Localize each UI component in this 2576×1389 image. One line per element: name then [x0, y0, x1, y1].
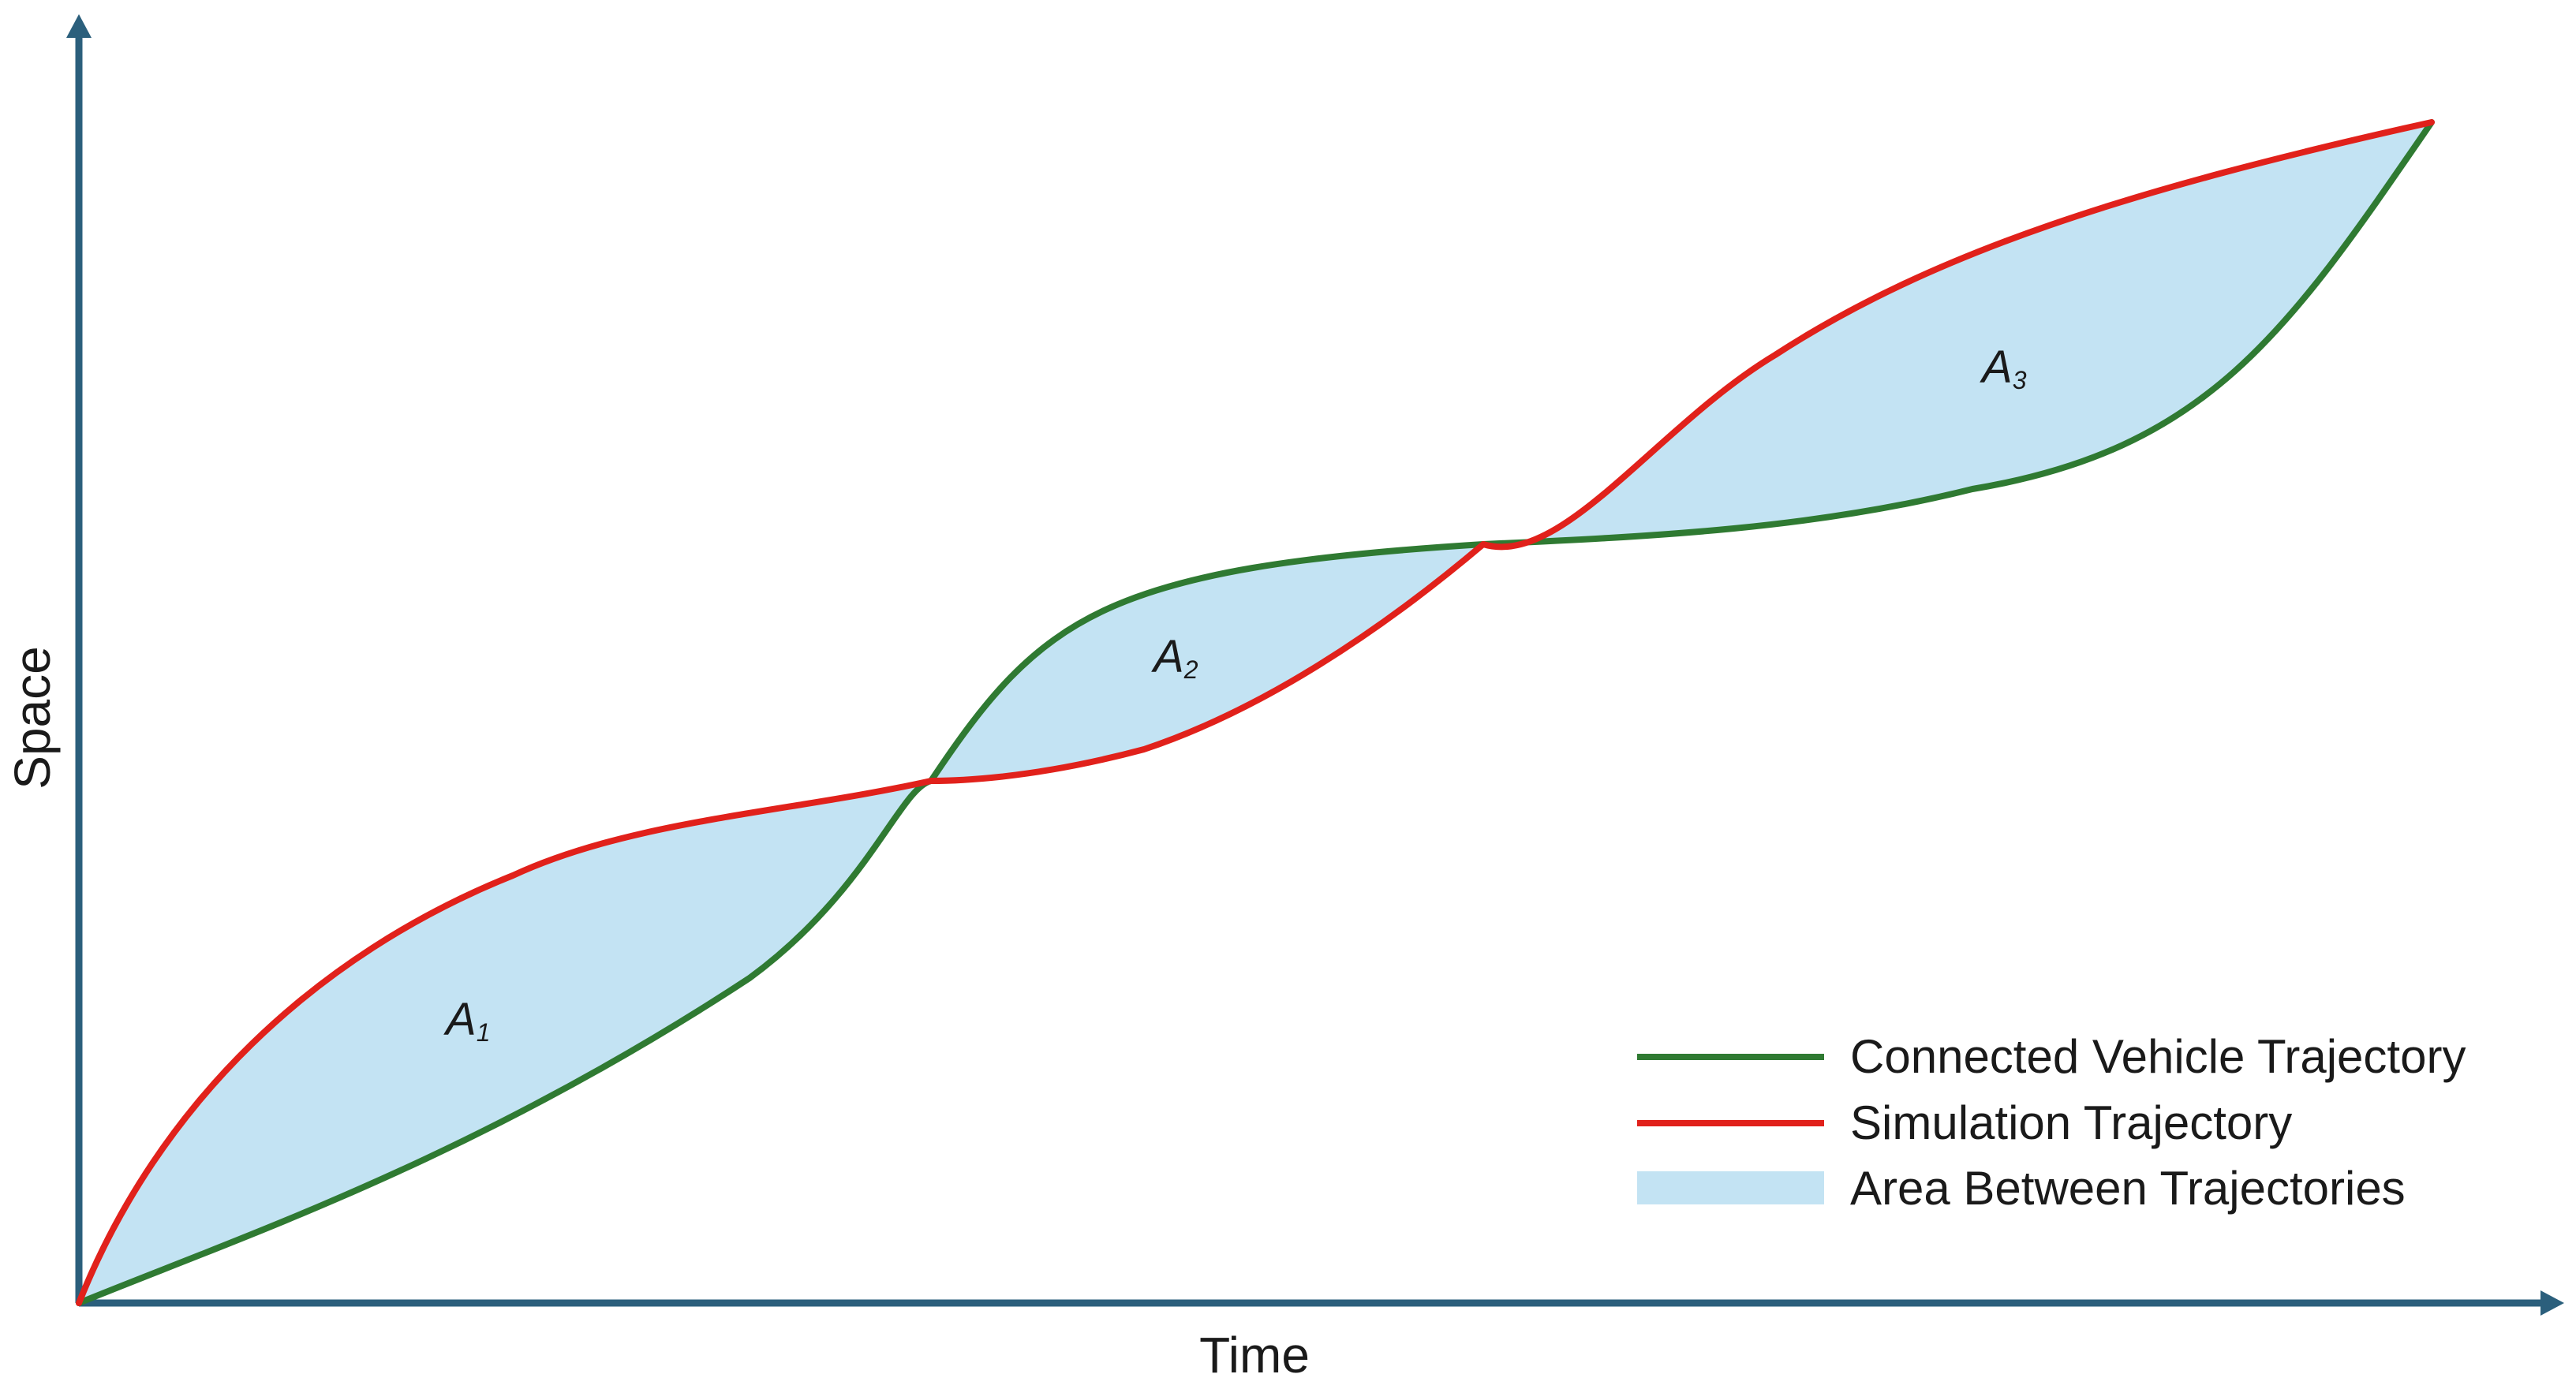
area-label-a1: A1	[443, 994, 490, 1047]
area-label-a2: A2	[1151, 631, 1198, 684]
simulation-trajectory-line	[76, 119, 2435, 1306]
legend: Connected Vehicle Trajectory Simulation …	[1637, 1030, 2466, 1215]
connected-vehicle-trajectory-line	[76, 119, 2435, 1306]
legend-swatch-area	[1637, 1171, 1824, 1204]
area-between-trajectories	[79, 122, 2432, 1303]
x-axis-label: Time	[1199, 1327, 1310, 1383]
axes	[66, 14, 2564, 1316]
x-axis-arrowhead	[2540, 1290, 2564, 1316]
y-axis-arrowhead	[66, 14, 92, 38]
area-label-a3: A3	[1980, 342, 2027, 394]
legend-label-connected-vehicle: Connected Vehicle Trajectory	[1850, 1030, 2466, 1083]
legend-label-simulation: Simulation Trajectory	[1850, 1096, 2292, 1149]
y-axis-label: Space	[4, 646, 61, 789]
legend-label-area: Area Between Trajectories	[1850, 1162, 2406, 1215]
